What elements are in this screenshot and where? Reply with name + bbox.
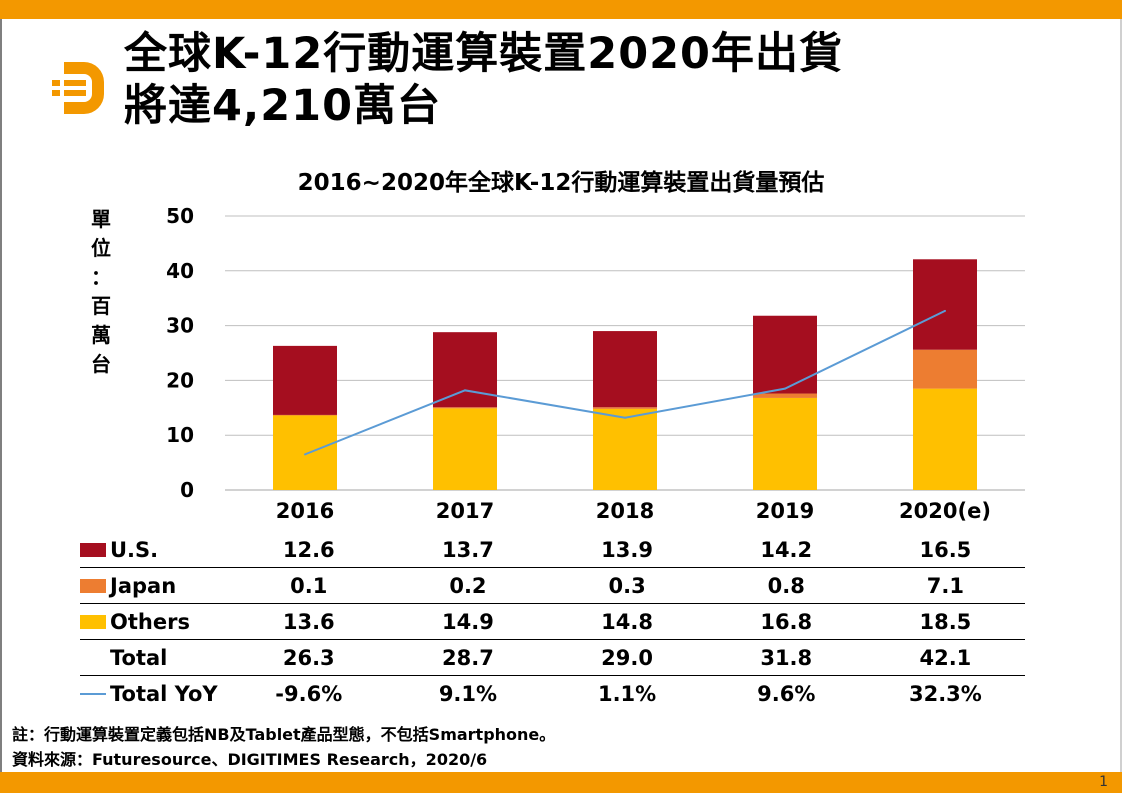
x-tick-label: 2020(e) [899, 499, 991, 523]
row-label-text: Total YoY [110, 682, 218, 706]
yoy-point-2016 [304, 453, 306, 456]
left-border [0, 19, 2, 772]
table-cell: 13.9 [601, 537, 653, 562]
table-row-us: U.S. 12.6 13.7 13.9 14.2 16.5 [80, 532, 1025, 568]
table-cell: 18.5 [919, 609, 972, 634]
bar-japan-2019 [753, 393, 817, 398]
unit-char: 位 [91, 236, 111, 260]
x-tick-label: 2016 [276, 499, 334, 523]
table-row-total: Total 26.3 28.7 29.0 31.8 42.1 [80, 640, 1025, 676]
bar-us-2016 [273, 345, 337, 415]
yoy-point-2017 [464, 389, 466, 392]
table-cell: 26.3 [282, 645, 335, 670]
y-tick-label: 20 [166, 368, 194, 392]
table-cell: 14.2 [760, 537, 813, 562]
table-cell: 16.8 [760, 609, 813, 634]
y-tick-label: 40 [166, 259, 194, 283]
table-cell: 13.7 [442, 537, 494, 562]
y-axis-unit-label: 單 位 ： 百 萬 台 [88, 205, 114, 379]
table-cell: 13.6 [282, 609, 335, 634]
legend-swatch-icon [80, 614, 106, 629]
bar-others-2020e [913, 388, 977, 490]
row-label-text: Japan [110, 573, 177, 598]
legend-swatch-icon [80, 542, 106, 557]
row-label: Japan [80, 574, 229, 598]
row-label-text: U.S. [110, 537, 159, 562]
table-cell: 0.1 [290, 573, 328, 598]
yoy-point-2020e [944, 309, 946, 312]
legend-spacer [80, 651, 106, 665]
page-title: 全球K-12行動運算裝置2020年出貨 將達4,210萬台 [124, 28, 843, 132]
table-cell: 0.3 [608, 573, 646, 598]
title-line-2: 將達4,210萬台 [124, 81, 442, 131]
table-cell: 29.0 [601, 645, 653, 670]
top-accent-bar [0, 0, 1122, 19]
table-row-yoy: Total YoY -9.6% 9.1% 1.1% 9.6% 32.3% [80, 676, 1025, 712]
unit-char: 台 [91, 352, 111, 376]
row-label: Total YoY [80, 682, 229, 706]
yoy-point-2018 [624, 416, 626, 419]
footnote-definition: 註：行動運算裝置定義包括NB及Tablet產品型態，不包括Smartphone。 [12, 725, 556, 744]
bar-us-2020e [913, 259, 977, 350]
bar-us-2018 [593, 331, 657, 408]
x-tick-label: 2017 [436, 499, 494, 523]
table-cell: 42.1 [919, 645, 972, 670]
unit-char: 萬 [91, 323, 111, 347]
y-tick-label: 10 [166, 423, 194, 447]
unit-char: 百 [91, 294, 111, 318]
yoy-point-2019 [784, 387, 786, 390]
table-cell: 9.1% [438, 682, 498, 706]
table-cell: -9.6% [275, 682, 343, 706]
row-label-text: Others [110, 609, 190, 634]
bar-others-2017 [433, 408, 497, 490]
bar-japan-2020e [913, 349, 977, 389]
row-label: Total [80, 646, 229, 670]
bar-others-2019 [753, 397, 817, 490]
table-cell: 9.6% [757, 682, 816, 706]
chart-title: 2016~2020年全球K-12行動運算裝置出貨量預估 [297, 170, 825, 196]
table-cell: 0.2 [449, 573, 487, 598]
table-cell: 14.9 [442, 609, 494, 634]
legend-line-icon [80, 693, 106, 695]
table-cell: 1.1% [597, 682, 657, 706]
footnote-source: 資料來源：Futuresource、DIGITIMES Research，202… [12, 750, 488, 769]
y-tick-label: 0 [180, 478, 194, 502]
table-cell: 31.8 [760, 645, 813, 670]
bar-japan-2016 [273, 414, 337, 416]
table-cell: 7.1 [926, 573, 964, 598]
title-line-1: 全球K-12行動運算裝置2020年出貨 [124, 29, 843, 79]
data-table: U.S. 12.6 13.7 13.9 14.2 16.5 Japan 0.1 0.2 0.3 0.… [80, 532, 1025, 712]
legend-swatch-icon [80, 578, 106, 593]
bar-japan-2017 [433, 407, 497, 409]
bar-us-2019 [753, 315, 817, 394]
unit-char: 單 [91, 207, 111, 231]
table-cell: 14.8 [601, 609, 653, 634]
row-label-text: Total [110, 645, 168, 670]
row-label: Others [80, 610, 229, 634]
table-cell: 0.8 [767, 573, 805, 598]
table-cell: 12.6 [282, 537, 335, 562]
stacked-bar-chart: 0 10 20 30 40 50 2016 2017 2018 2019 2020(e) [166, 204, 1025, 523]
y-tick-label: 30 [166, 314, 194, 338]
unit-char: ： [91, 265, 111, 289]
bar-us-2017 [433, 332, 497, 408]
table-row-japan: Japan 0.1 0.2 0.3 0.8 7.1 [80, 568, 1025, 604]
table-row-others: Others 13.6 14.9 14.8 16.8 18.5 [80, 604, 1025, 640]
bar-others-2016 [273, 415, 337, 490]
digitimes-logo-icon [52, 62, 104, 114]
bottom-accent-bar [0, 772, 1122, 793]
x-tick-label: 2019 [756, 499, 814, 523]
table-cell: 16.5 [919, 537, 972, 562]
row-label: U.S. [80, 538, 229, 562]
y-tick-label: 50 [166, 204, 194, 228]
table-cell: 32.3% [908, 682, 982, 706]
page-number: 1 [1099, 774, 1108, 790]
bar-others-2018 [593, 408, 657, 490]
x-tick-label: 2018 [596, 499, 654, 523]
right-border [1120, 19, 1122, 772]
footnotes: 註：行動運算裝置定義包括NB及Tablet產品型態，不包括Smartphone。… [12, 722, 555, 772]
bar-japan-2018 [593, 407, 657, 409]
table-cell: 28.7 [442, 645, 494, 670]
